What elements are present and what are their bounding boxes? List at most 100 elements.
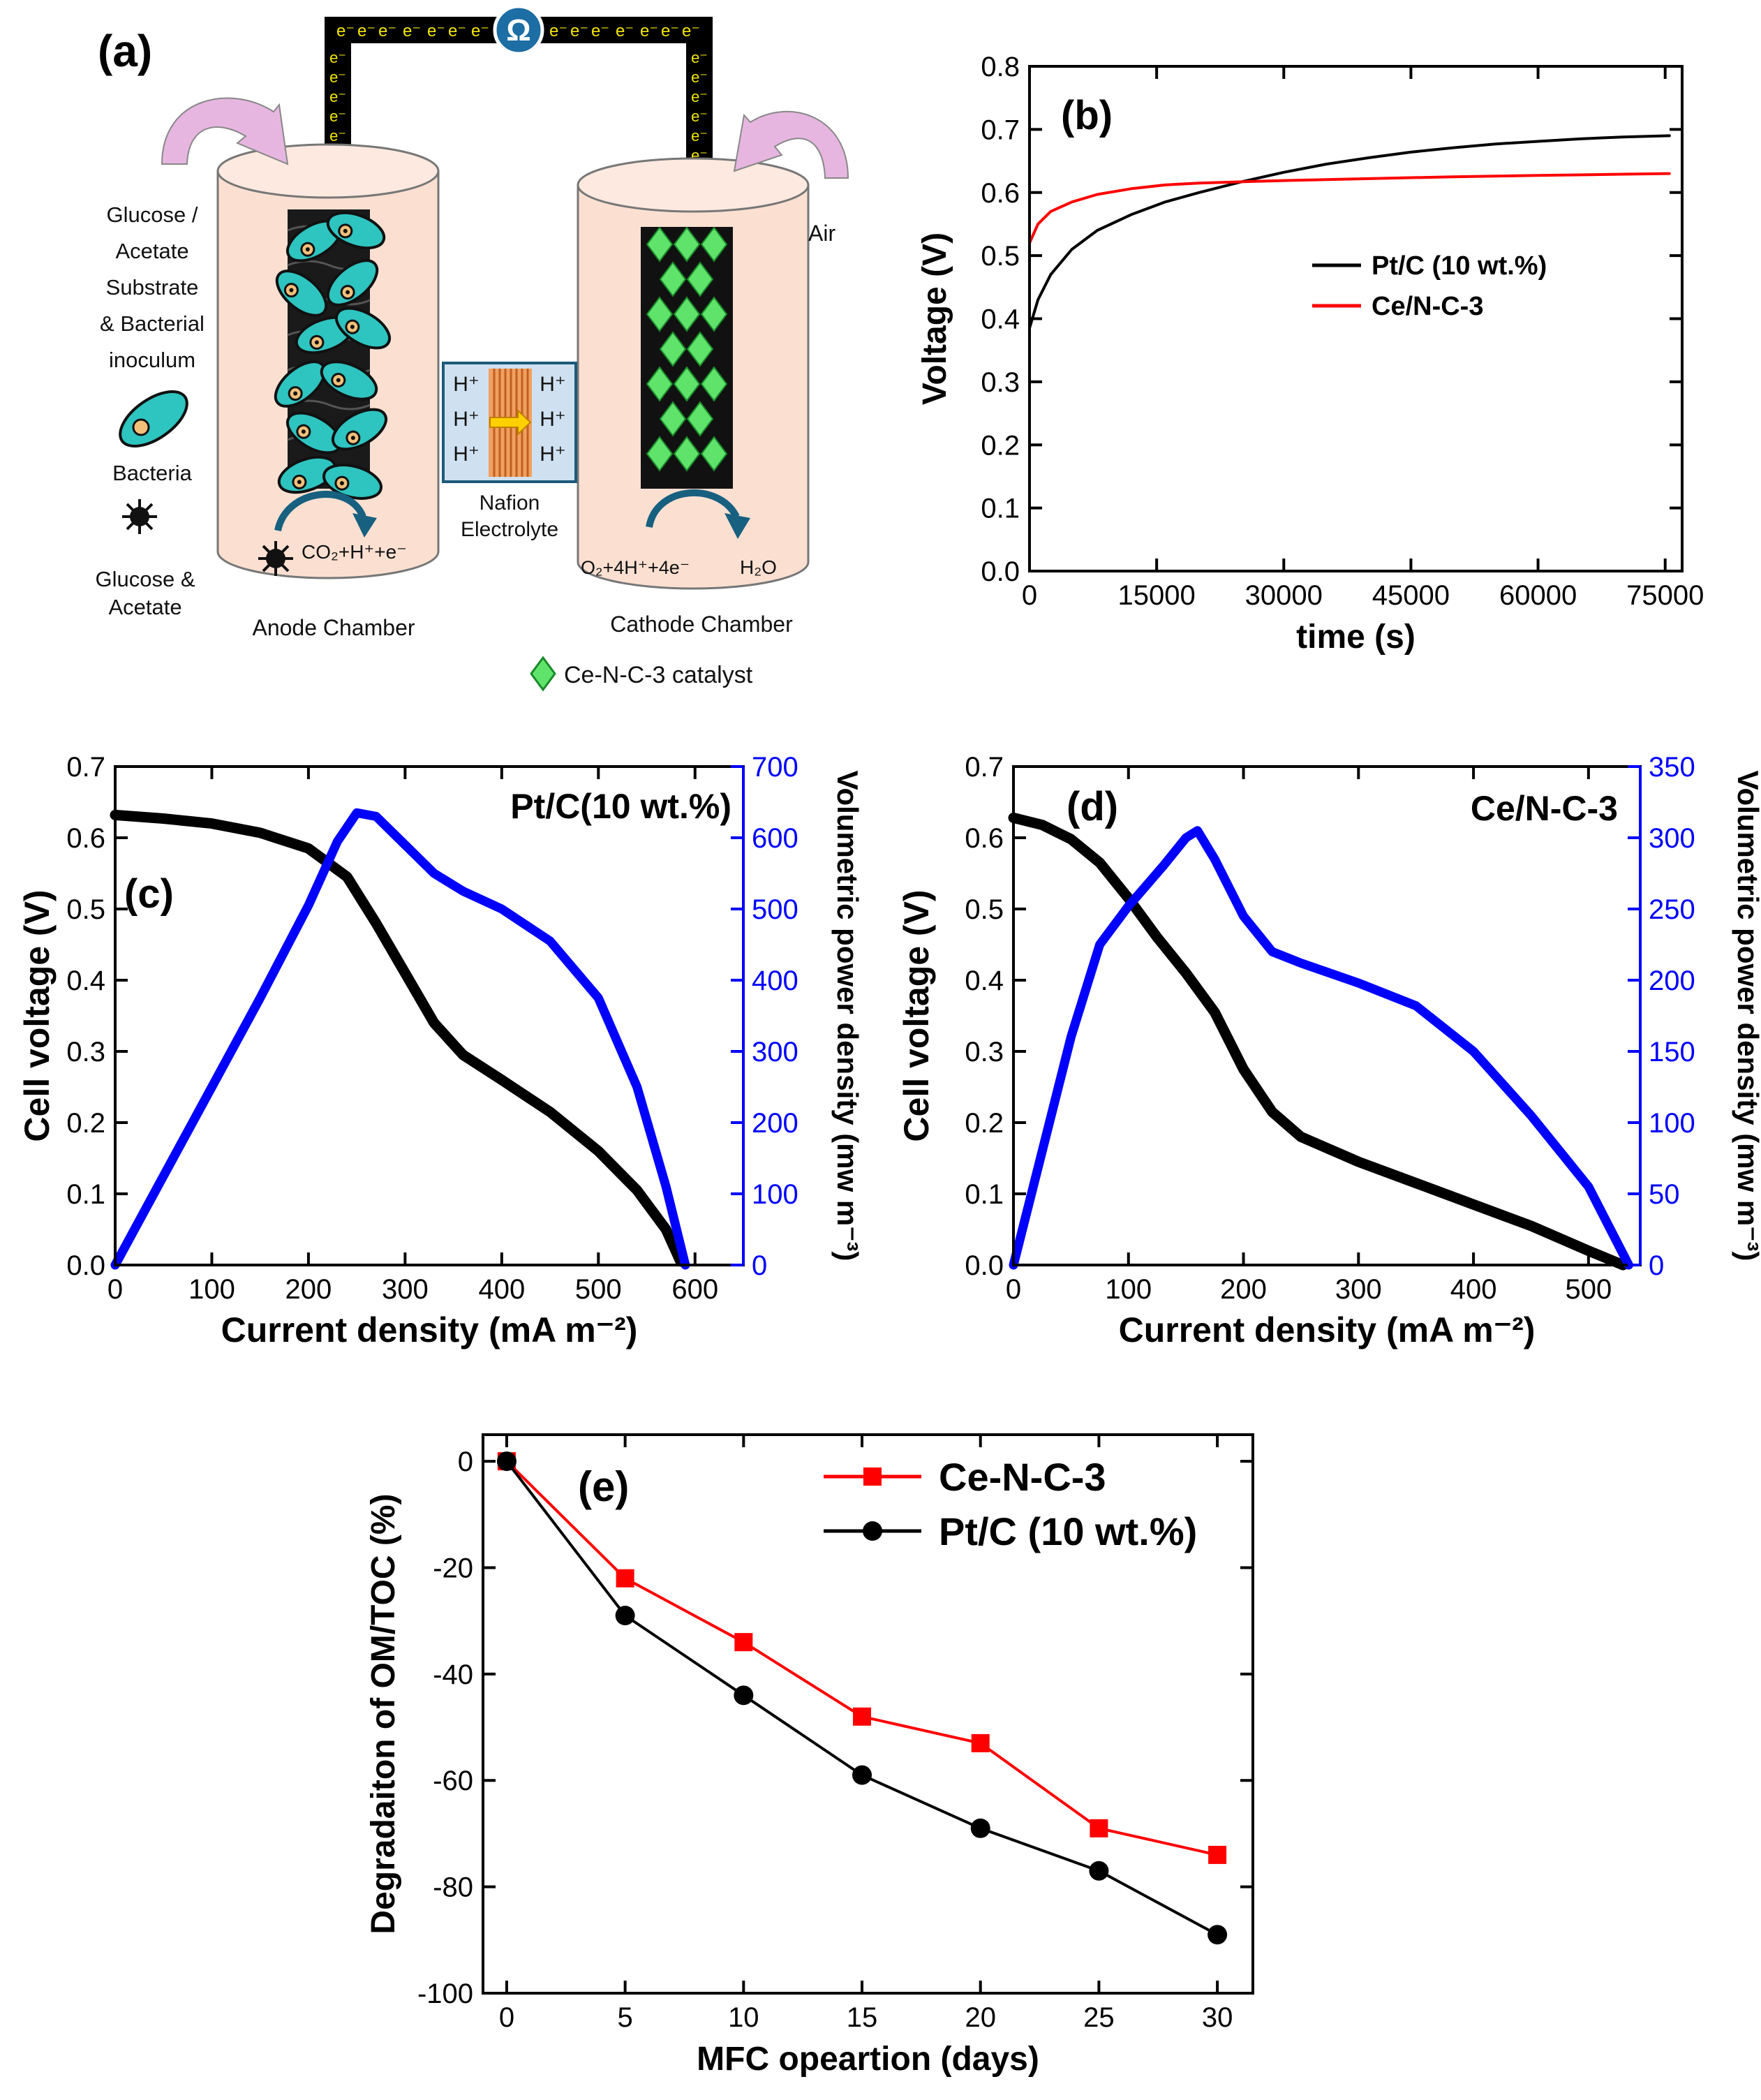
y2-tick-label: 600 (752, 823, 798, 854)
electron-labels-top: e⁻ e⁻ e⁻ e⁻ e⁻ e⁻ e⁻ e⁻ e⁻ e⁻ e⁻ e⁻ e⁻ e⁻ (336, 22, 700, 40)
data-point-circle (734, 1685, 754, 1706)
data-point-circle (1208, 1925, 1228, 1945)
electron-label: e⁻ (336, 22, 355, 40)
x-tick-label: 0 (1006, 1274, 1021, 1305)
data-point-square (1208, 1845, 1227, 1864)
y-tick-label: 0.2 (981, 430, 1020, 461)
data-point-square (853, 1707, 872, 1726)
y-tick-label: -40 (433, 1659, 473, 1690)
catalyst-diamond-icon (646, 436, 674, 472)
y2-tick-label: 300 (1649, 823, 1695, 854)
x-tick-label: 300 (1335, 1274, 1382, 1305)
y2-tick-label: 500 (752, 894, 798, 925)
air-label: Air (808, 221, 835, 246)
electron-label: e⁻ (427, 22, 445, 40)
bacteria-label: Bacteria (112, 461, 192, 485)
y2-tick-label: 250 (1649, 894, 1695, 925)
x-tick-label: 25 (1083, 2002, 1115, 2033)
substrate-feed-text-line: & Bacterial (100, 311, 205, 336)
series-line-volumetric-power-density (110, 808, 690, 1270)
catalyst-diamond-icon (700, 436, 728, 472)
electron-label: e⁻ (329, 49, 346, 66)
catalyst-diamond-icon (659, 401, 687, 437)
legend-marker-circle (863, 1521, 882, 1541)
series-line-cell-voltage (1008, 812, 1628, 1271)
y-tick-label: 0.2 (965, 1108, 1004, 1139)
x-tick-label: 300 (382, 1274, 429, 1305)
bacteria-icon (326, 211, 386, 250)
panel-b-voltage-time-chart: 0 15000 30000 45000 60000 75000 0.0 0.1 0.2 0.3 0.… (916, 52, 1704, 656)
glucose-label-line1: Glucose & (95, 567, 195, 591)
proton-label: H⁺ (540, 443, 566, 466)
x-tick-label: 500 (575, 1274, 622, 1305)
panel-e-degradation-chart: 0 5 10 15 20 25 30 0 -20 -40 -60 -80 -100 MFC opearti… (365, 1433, 1254, 2078)
y-tick-label: 0.0 (965, 1250, 1004, 1281)
proton-labels: H⁺ H⁺ H⁺ H⁺ H⁺ H⁺ (453, 373, 566, 466)
y-axis-label: Degradaiton of OM/TOC (%) (365, 1493, 402, 1934)
electron-label: e⁻ (471, 22, 489, 40)
nafion-membrane (442, 362, 577, 483)
bacteria-icons (274, 211, 391, 500)
x-axis-label: MFC opeartion (days) (697, 2041, 1039, 2078)
y-tick-label: 0.4 (965, 966, 1004, 996)
series-line-volumetric-power-density (1009, 826, 1633, 1270)
proton-label: H⁺ (540, 408, 566, 431)
y-tick-label: -60 (433, 1766, 473, 1796)
legend-label: Ce/N-C-3 (1372, 292, 1483, 321)
panel-c-polarization-chart: 0 100 200 300 400 500 600 0.0 0.1 0.2 0.3 0.4 0.5 0.6… (17, 752, 864, 1350)
electron-label: e⁻ (549, 22, 567, 40)
proton-label: H⁺ (453, 443, 480, 466)
y-tick-label: 0.6 (981, 178, 1020, 209)
chart-title: Pt/C(10 wt.%) (510, 787, 731, 826)
proton-label: H⁺ (453, 408, 480, 431)
proton-label: H⁺ (540, 373, 566, 396)
electron-label: e⁻ (691, 108, 708, 125)
legend-label: Pt/C (10 wt.%) (1372, 251, 1547, 281)
electron-label: e⁻ (691, 127, 708, 145)
catalyst-diamond-icon (686, 261, 714, 297)
legend-marker-square (863, 1467, 882, 1486)
y-tick-label: 0.4 (66, 966, 105, 996)
electron-label: e⁻ (329, 88, 346, 105)
catalyst-diamond-icon (673, 296, 701, 332)
x-tick-label: 0 (107, 1274, 123, 1305)
data-point-square (734, 1633, 753, 1652)
electron-label: e⁻ (378, 22, 396, 40)
glucose-sun-icon (122, 499, 157, 534)
y-tick-label: 0.7 (965, 752, 1004, 783)
y-tick-label: 0.1 (66, 1179, 105, 1210)
y2-tick-label: 200 (1649, 966, 1695, 996)
y-tick-label: -80 (433, 1872, 473, 1903)
panel-a-schematic: (a) e⁻ e⁻ e⁻ e⁻ e⁻ e⁻ e⁻ e⁻ e⁻ e⁻ e⁻ e⁻ e⁻ e⁻ e⁻e⁻e⁻e… (95, 4, 849, 692)
electron-label: e⁻ (691, 68, 708, 86)
y-tick-label: 0.5 (66, 894, 105, 925)
catalyst-diamond-icon (673, 436, 701, 472)
catalyst-diamond-icon (646, 226, 674, 262)
proton-label: H⁺ (453, 373, 480, 396)
bacteria-icon (335, 306, 391, 350)
y2-axis-label: Volumetric power density (mw m⁻³) (1732, 771, 1761, 1262)
y-axis-label: Cell voltage (V) (17, 889, 57, 1141)
y-tick-label: 0.3 (965, 1037, 1004, 1067)
y2-tick-label: 300 (752, 1037, 798, 1067)
x-tick-label: 45000 (1372, 580, 1450, 611)
electron-label: e⁻ (357, 22, 376, 40)
x-tick-label: 600 (671, 1274, 718, 1305)
svg-text:Ω: Ω (506, 13, 530, 47)
catalyst-diamond-icon (673, 226, 701, 262)
y-tick-label: 0.1 (965, 1179, 1004, 1210)
catalyst-diamond-icon (659, 261, 687, 297)
electron-label: e⁻ (640, 22, 658, 40)
y-axis-label: Cell voltage (V) (897, 889, 936, 1141)
y-tick-label: 0.6 (965, 823, 1004, 854)
catalyst-diamond-icon (646, 366, 674, 402)
catalyst-legend-label: Ce-N-C-3 catalyst (564, 662, 753, 688)
substrate-feed-arrow-icon (161, 97, 289, 165)
bacteria-icon (274, 360, 327, 408)
bacteria-icon (332, 408, 387, 451)
data-point-circle (496, 1451, 517, 1472)
x-tick-label: 10 (728, 2002, 759, 2033)
x-axis-label: Current density (mA m⁻²) (221, 1310, 638, 1350)
substrate-feed-text-line: inoculum (109, 348, 195, 372)
y-tick-label: 0.0 (66, 1250, 105, 1281)
